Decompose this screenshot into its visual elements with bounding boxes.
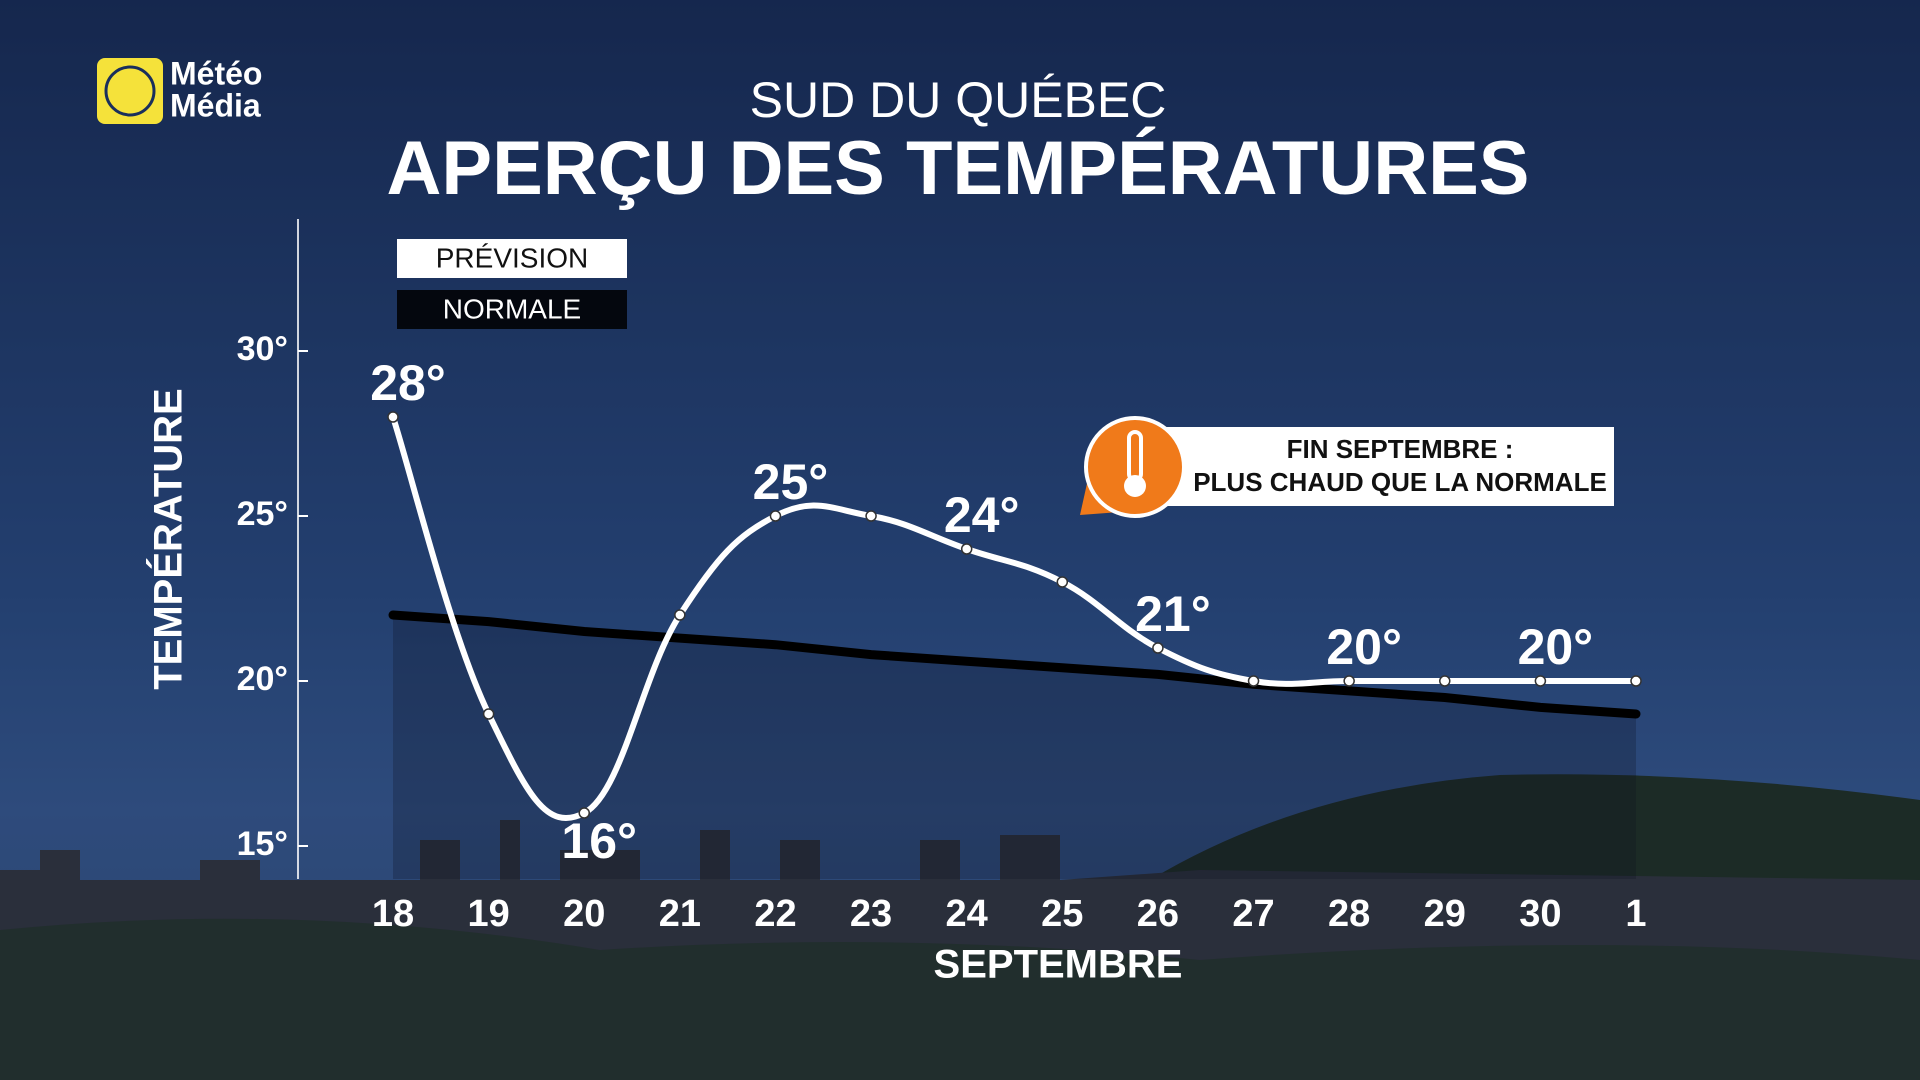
legend-label: PRÉVISION	[436, 242, 588, 273]
data-label: 21°	[1135, 586, 1211, 642]
annotation-icon	[1084, 416, 1186, 518]
data-point	[865, 510, 877, 522]
y-tick-label: 25°	[237, 495, 288, 533]
legend-swatch	[397, 290, 627, 329]
logo-text: Média	[170, 87, 261, 123]
data-point	[1152, 642, 1164, 654]
x-tick-label: 1	[1625, 893, 1646, 935]
x-tick-label: 24	[946, 893, 988, 935]
data-point	[1439, 675, 1451, 687]
data-point	[769, 510, 782, 522]
x-tick-label: 25	[1041, 893, 1083, 935]
data-point	[1630, 675, 1642, 687]
data-label: 20°	[1518, 619, 1594, 675]
x-tick-label: 23	[850, 893, 892, 935]
forecast-line	[390, 416, 1636, 821]
data-point	[1247, 675, 1260, 687]
x-tick-label: 30	[1519, 893, 1561, 935]
x-tick-label: 26	[1137, 893, 1179, 935]
y-axis-label: TEMPÉRATURE	[146, 388, 191, 689]
data-point	[578, 807, 590, 819]
y-tick-label: 15°	[237, 825, 288, 863]
legend-swatch	[397, 239, 627, 278]
data-point	[1534, 675, 1547, 687]
normal-area	[393, 615, 1636, 879]
thermometer-bulb	[1124, 475, 1146, 497]
x-tick-label: 27	[1232, 893, 1274, 935]
data-label: 16°	[561, 813, 637, 869]
x-tick-label: 22	[754, 893, 796, 935]
x-tick-label: 18	[372, 893, 414, 935]
logo-text: Météo	[170, 55, 262, 91]
x-tick-label: 20	[563, 893, 605, 935]
y-tick-label: 30°	[237, 330, 288, 368]
logo-globe	[104, 65, 156, 117]
data-point	[482, 708, 495, 720]
data-point	[387, 411, 399, 423]
data-label: 28°	[370, 355, 446, 411]
data-point	[960, 543, 973, 555]
legend-label: NORMALE	[443, 293, 581, 324]
normal-line	[388, 610, 1641, 719]
data-label: 20°	[1326, 619, 1402, 675]
x-axis-label: SEPTEMBRE	[934, 943, 1183, 987]
data-point	[1343, 675, 1355, 687]
chart-title: APERÇU DES TEMPÉRATURES	[387, 126, 1530, 211]
annotation-box	[1161, 427, 1614, 506]
x-tick-label: 29	[1424, 893, 1466, 935]
x-tick-label: 28	[1328, 893, 1370, 935]
data-point	[674, 609, 686, 621]
x-tick-label: 21	[659, 893, 701, 935]
chart-subtitle: SUD DU QUÉBEC	[750, 72, 1167, 128]
data-point	[1056, 576, 1069, 588]
data-label: 25°	[753, 454, 829, 510]
y-tick-label: 20°	[237, 660, 288, 698]
trees	[0, 918, 1920, 1080]
data-label: 24°	[944, 487, 1020, 543]
x-tick-label: 19	[467, 893, 509, 935]
annotation-text: PLUS CHAUD QUE LA NORMALE	[1193, 467, 1607, 497]
annotation-text: FIN SEPTEMBRE :	[1287, 434, 1514, 464]
